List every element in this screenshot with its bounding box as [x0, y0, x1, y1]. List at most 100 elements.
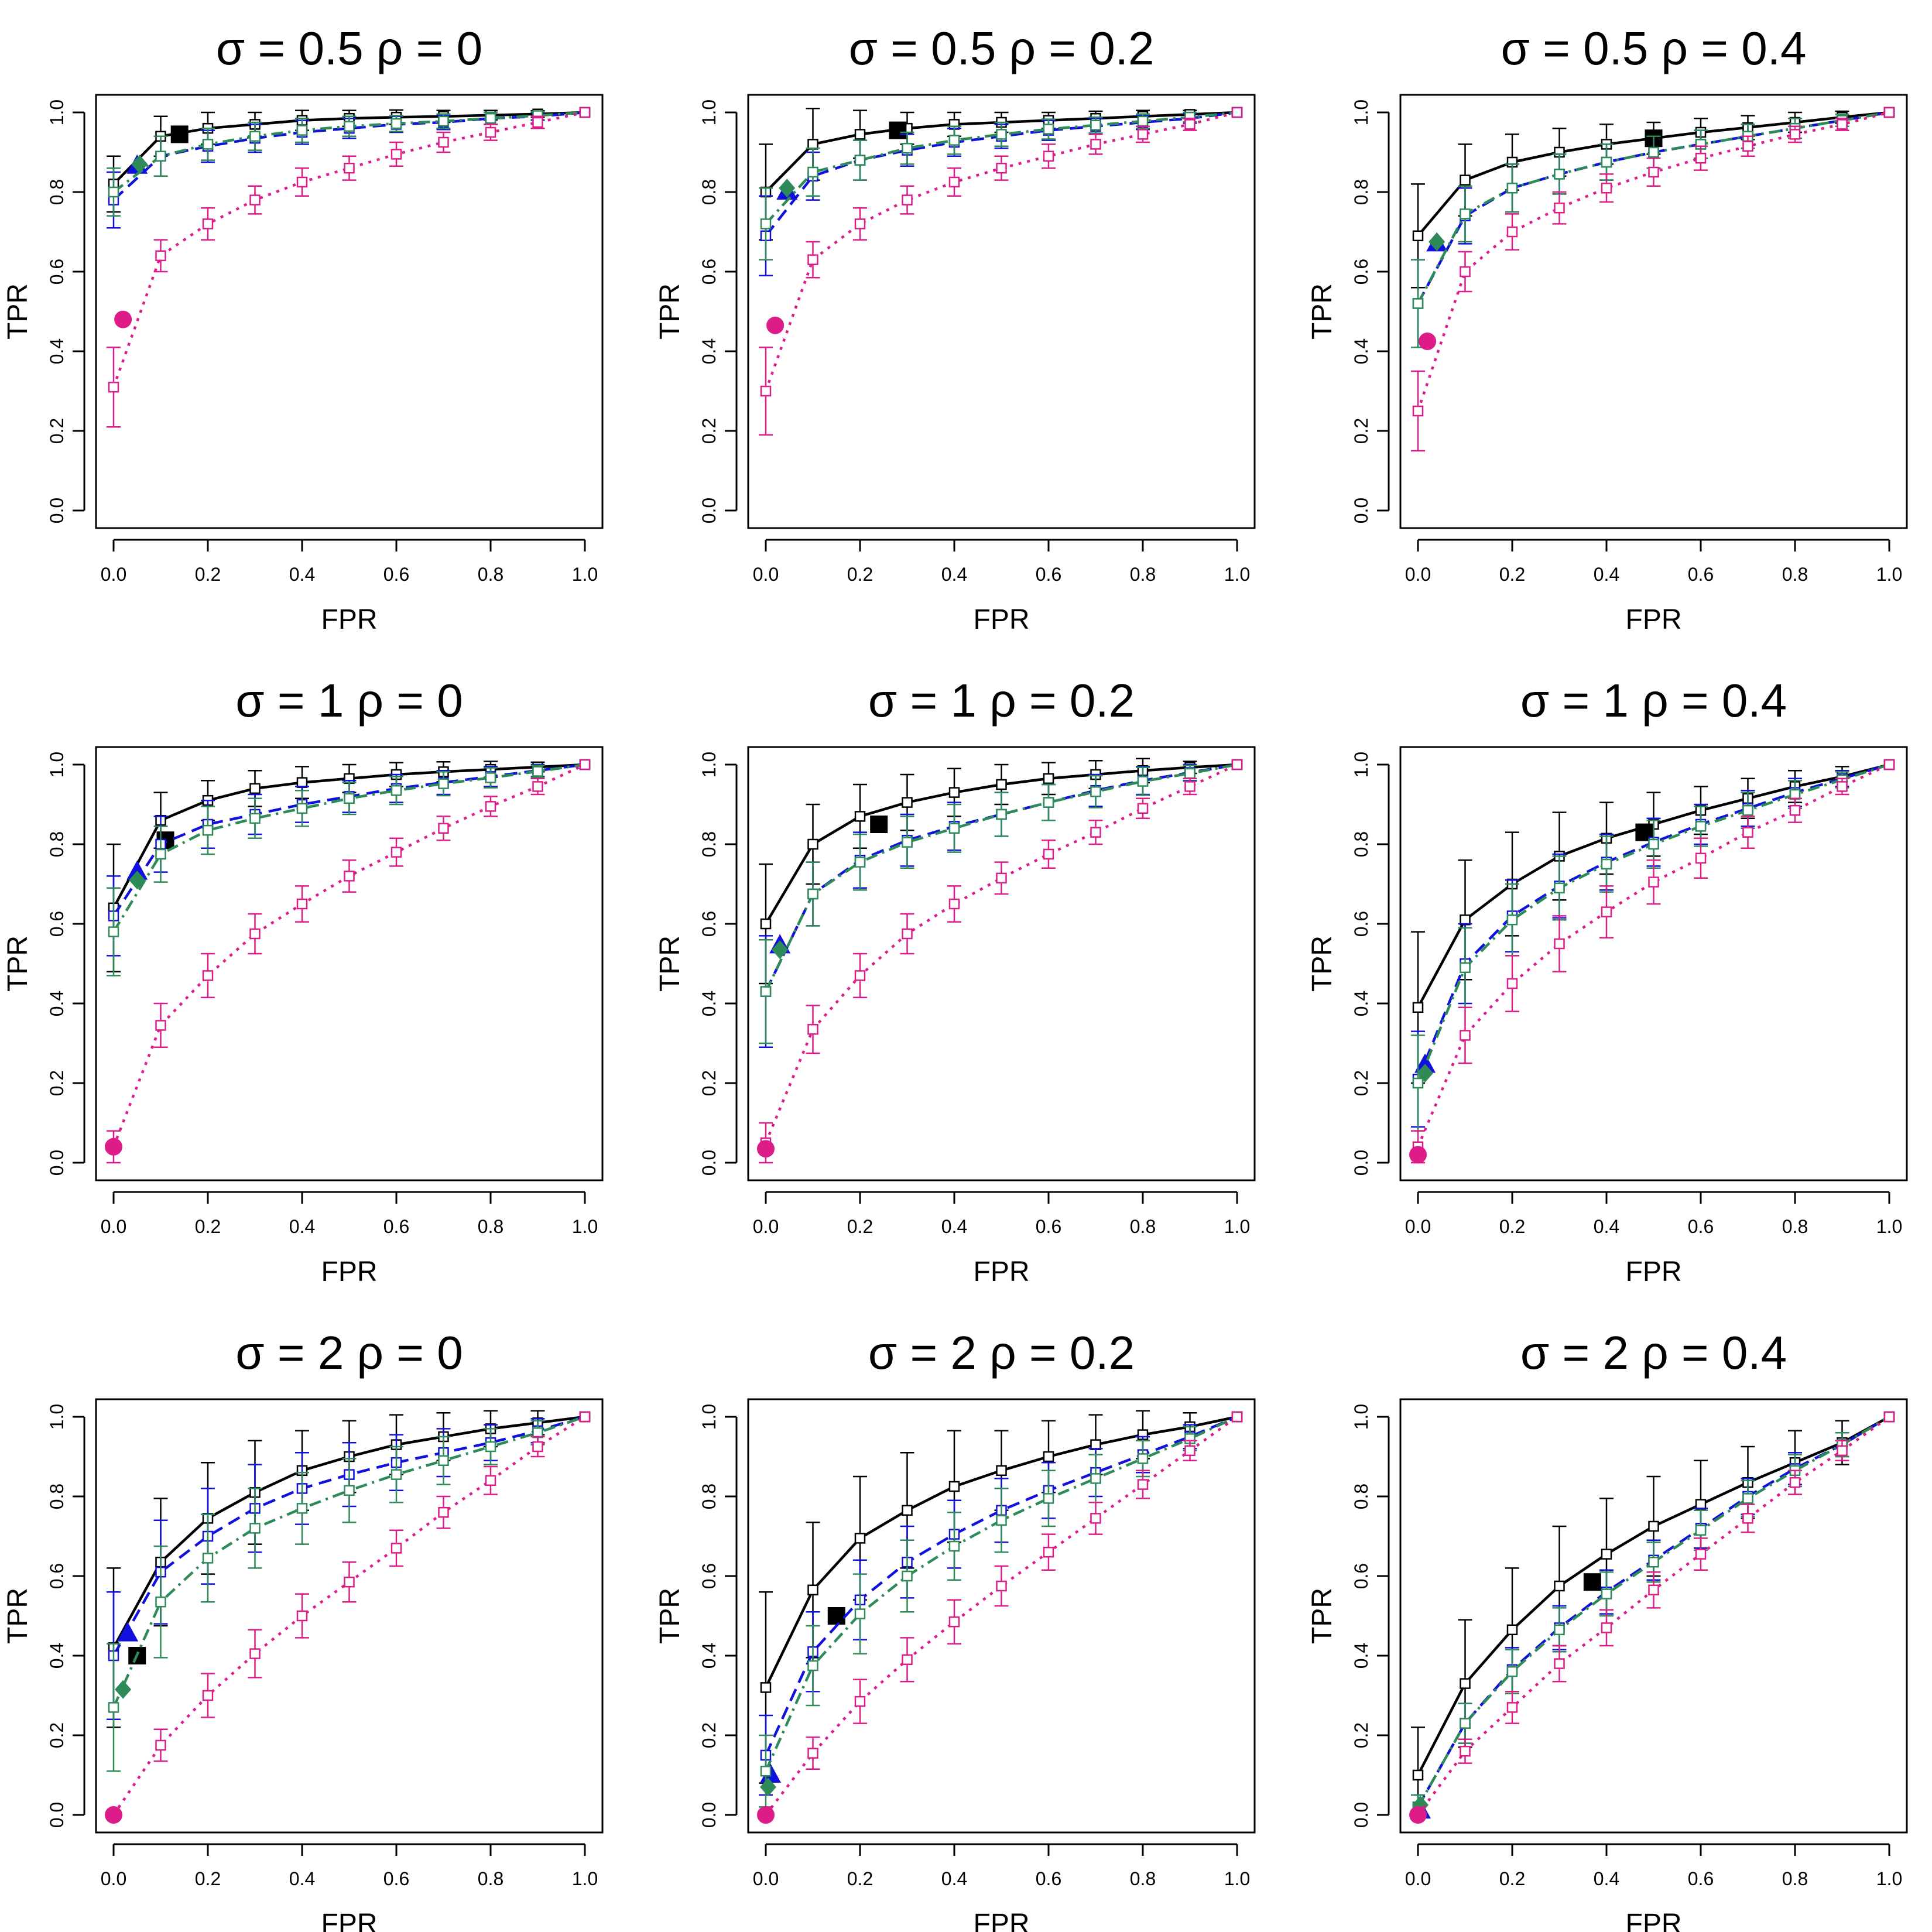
panel-title: σ = 0.5 ρ = 0.2	[849, 22, 1155, 74]
data-point	[1837, 119, 1848, 130]
data-point	[296, 176, 308, 188]
data-point	[344, 793, 355, 804]
data-point	[1601, 858, 1612, 870]
data-point	[948, 1616, 960, 1628]
data-point	[485, 801, 496, 812]
data-point	[1789, 1477, 1801, 1488]
panel-title: σ = 1 ρ = 0	[235, 674, 463, 727]
data-point	[760, 1682, 772, 1693]
x-tick-label: 1.0	[1224, 1868, 1250, 1889]
y-tick-label: 0.8	[1351, 1484, 1372, 1509]
data-point	[807, 254, 818, 265]
series-line-green	[765, 111, 1238, 225]
data-point	[485, 126, 496, 138]
data-point	[1506, 1624, 1518, 1636]
data-point	[108, 1702, 119, 1713]
y-tick-label: 0.0	[698, 1802, 720, 1828]
data-point	[1460, 962, 1471, 974]
x-tick-label: 0.2	[847, 1216, 873, 1237]
y-tick-label: 0.6	[1351, 259, 1372, 285]
series-line-blue	[1417, 1416, 1890, 1808]
y-tick-label: 0.2	[1351, 1722, 1372, 1748]
data-point	[1460, 1030, 1471, 1041]
data-point	[1506, 978, 1518, 989]
x-tick-label: 0.8	[478, 1216, 503, 1237]
data-point	[1601, 906, 1612, 917]
series-green	[759, 1411, 1243, 1808]
data-point	[948, 1540, 960, 1552]
marker-circle	[105, 1806, 122, 1824]
marker-diamond	[1429, 232, 1445, 251]
x-tick-label: 0.6	[383, 564, 409, 585]
data-point	[996, 162, 1007, 174]
marker-square	[870, 816, 888, 833]
marker-diamond	[1417, 1064, 1434, 1083]
x-axis-label: FPR	[974, 1909, 1030, 1932]
data-point	[1043, 1451, 1054, 1462]
x-tick-label: 0.6	[383, 1216, 409, 1237]
panel-title: σ = 1 ρ = 0.4	[1520, 674, 1787, 727]
x-axis-label: FPR	[1626, 604, 1682, 635]
data-point	[390, 149, 402, 160]
x-tick-label: 0.2	[847, 564, 873, 585]
y-tick-label: 0.4	[698, 338, 720, 364]
y-tick-label: 1.0	[698, 100, 720, 125]
data-point	[249, 1648, 261, 1659]
data-point	[1231, 759, 1243, 770]
roc-panel-6: σ = 1 ρ = 0.4 0.0 0.2 0.4 0.6 0.8 1.0 FPR 0.0 0.2…	[1307, 674, 1908, 1287]
roc-panel-7: σ = 2 ρ = 0 0.0 0.2 0.4 0.6 0.8 1.0 FPR 0.0 0.2 0.…	[2, 1327, 604, 1932]
y-tick-label: 0.4	[1351, 338, 1372, 364]
data-point	[1043, 124, 1054, 135]
data-point	[532, 117, 543, 128]
data-point	[296, 1610, 308, 1622]
y-tick-label: 0.4	[1351, 1643, 1372, 1669]
plot-frame	[95, 94, 604, 529]
series-magenta	[757, 759, 1243, 1164]
y-tick-label: 0.8	[1351, 831, 1372, 857]
y-tick-label: 0.0	[1351, 1150, 1372, 1176]
data-point	[854, 857, 866, 868]
data-point	[902, 797, 913, 808]
data-point	[1789, 129, 1801, 140]
data-point	[438, 1506, 449, 1518]
series-line-magenta	[765, 1416, 1238, 1816]
data-point	[760, 986, 772, 997]
data-point	[1601, 1549, 1612, 1560]
y-tick-label: 0.6	[46, 1563, 67, 1589]
x-tick-label: 0.2	[195, 1216, 221, 1237]
data-point	[1742, 804, 1753, 816]
x-tick-label: 0.4	[1594, 1868, 1619, 1889]
y-tick-label: 0.8	[46, 1484, 67, 1509]
y-axis-label: TPR	[1307, 283, 1338, 340]
data-point	[902, 837, 913, 848]
x-tick-label: 1.0	[572, 1216, 598, 1237]
data-point	[948, 823, 960, 834]
data-point	[1695, 852, 1707, 864]
data-point	[1554, 202, 1565, 214]
y-tick-label: 1.0	[1351, 1404, 1372, 1430]
data-point	[902, 194, 913, 205]
data-point	[1554, 1624, 1565, 1636]
data-point	[344, 1576, 355, 1588]
data-point	[1883, 1411, 1895, 1423]
data-point	[1412, 298, 1424, 309]
plot-frame	[747, 94, 1256, 529]
data-point	[760, 1765, 772, 1777]
y-tick-label: 0.0	[46, 1802, 67, 1828]
data-point	[1742, 141, 1753, 152]
marker-circle	[105, 1138, 122, 1156]
y-tick-label: 1.0	[46, 1404, 67, 1430]
series-green	[107, 107, 591, 217]
x-tick-label: 0.4	[289, 564, 315, 585]
data-point	[902, 142, 913, 154]
y-tick-label: 0.0	[46, 1150, 67, 1176]
y-tick-label: 0.4	[46, 991, 67, 1016]
y-tick-label: 0.8	[698, 831, 720, 857]
y-axis-label: TPR	[655, 283, 686, 340]
y-tick-label: 0.4	[46, 338, 67, 364]
series-magenta	[107, 107, 591, 428]
series-green	[107, 759, 591, 977]
data-point	[1090, 827, 1101, 838]
data-point	[155, 1739, 166, 1751]
series-line-blue	[764, 1415, 1238, 1756]
